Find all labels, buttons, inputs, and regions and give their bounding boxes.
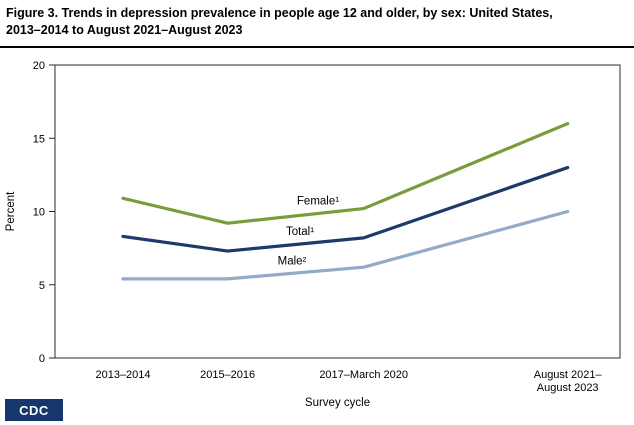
y-axis-title: Percent: [5, 191, 17, 231]
line-chart: 0 5 10 15 20 Percent 2013–2014 2015–2016 2017–Ma…: [5, 60, 621, 409]
x-tick-label: 2015–2016: [200, 369, 255, 381]
x-tick-label: 2017–March 2020: [319, 369, 408, 381]
x-axis-title: Survey cycle: [305, 397, 370, 409]
y-tick-label: 0: [39, 353, 45, 365]
figure-title-line2: 2013–2014 to August 2021–August 2023: [6, 22, 243, 37]
figure-title: Figure 3. Trends in depression prevalenc…: [0, 0, 634, 48]
x-tick-label: 2013–2014: [95, 369, 150, 381]
y-tick-label: 15: [33, 133, 45, 145]
x-tick-label: August 2021– August 2023: [534, 369, 603, 394]
series-line-male: [121, 209, 570, 281]
series-label-female: Female¹: [297, 195, 339, 207]
series-line-female: [121, 121, 570, 225]
y-tick-label: 10: [33, 207, 45, 219]
series-label-total: Total¹: [286, 226, 314, 238]
y-tick-label: 5: [39, 280, 45, 292]
cdc-logo: CDC: [5, 399, 63, 421]
figure-title-line1: Figure 3. Trends in depression prevalenc…: [6, 6, 553, 20]
series-label-male: Male²: [278, 255, 307, 267]
series-line-total: [121, 165, 570, 253]
y-tick-label: 20: [33, 60, 45, 72]
cdc-logo-text: CDC: [19, 402, 49, 418]
